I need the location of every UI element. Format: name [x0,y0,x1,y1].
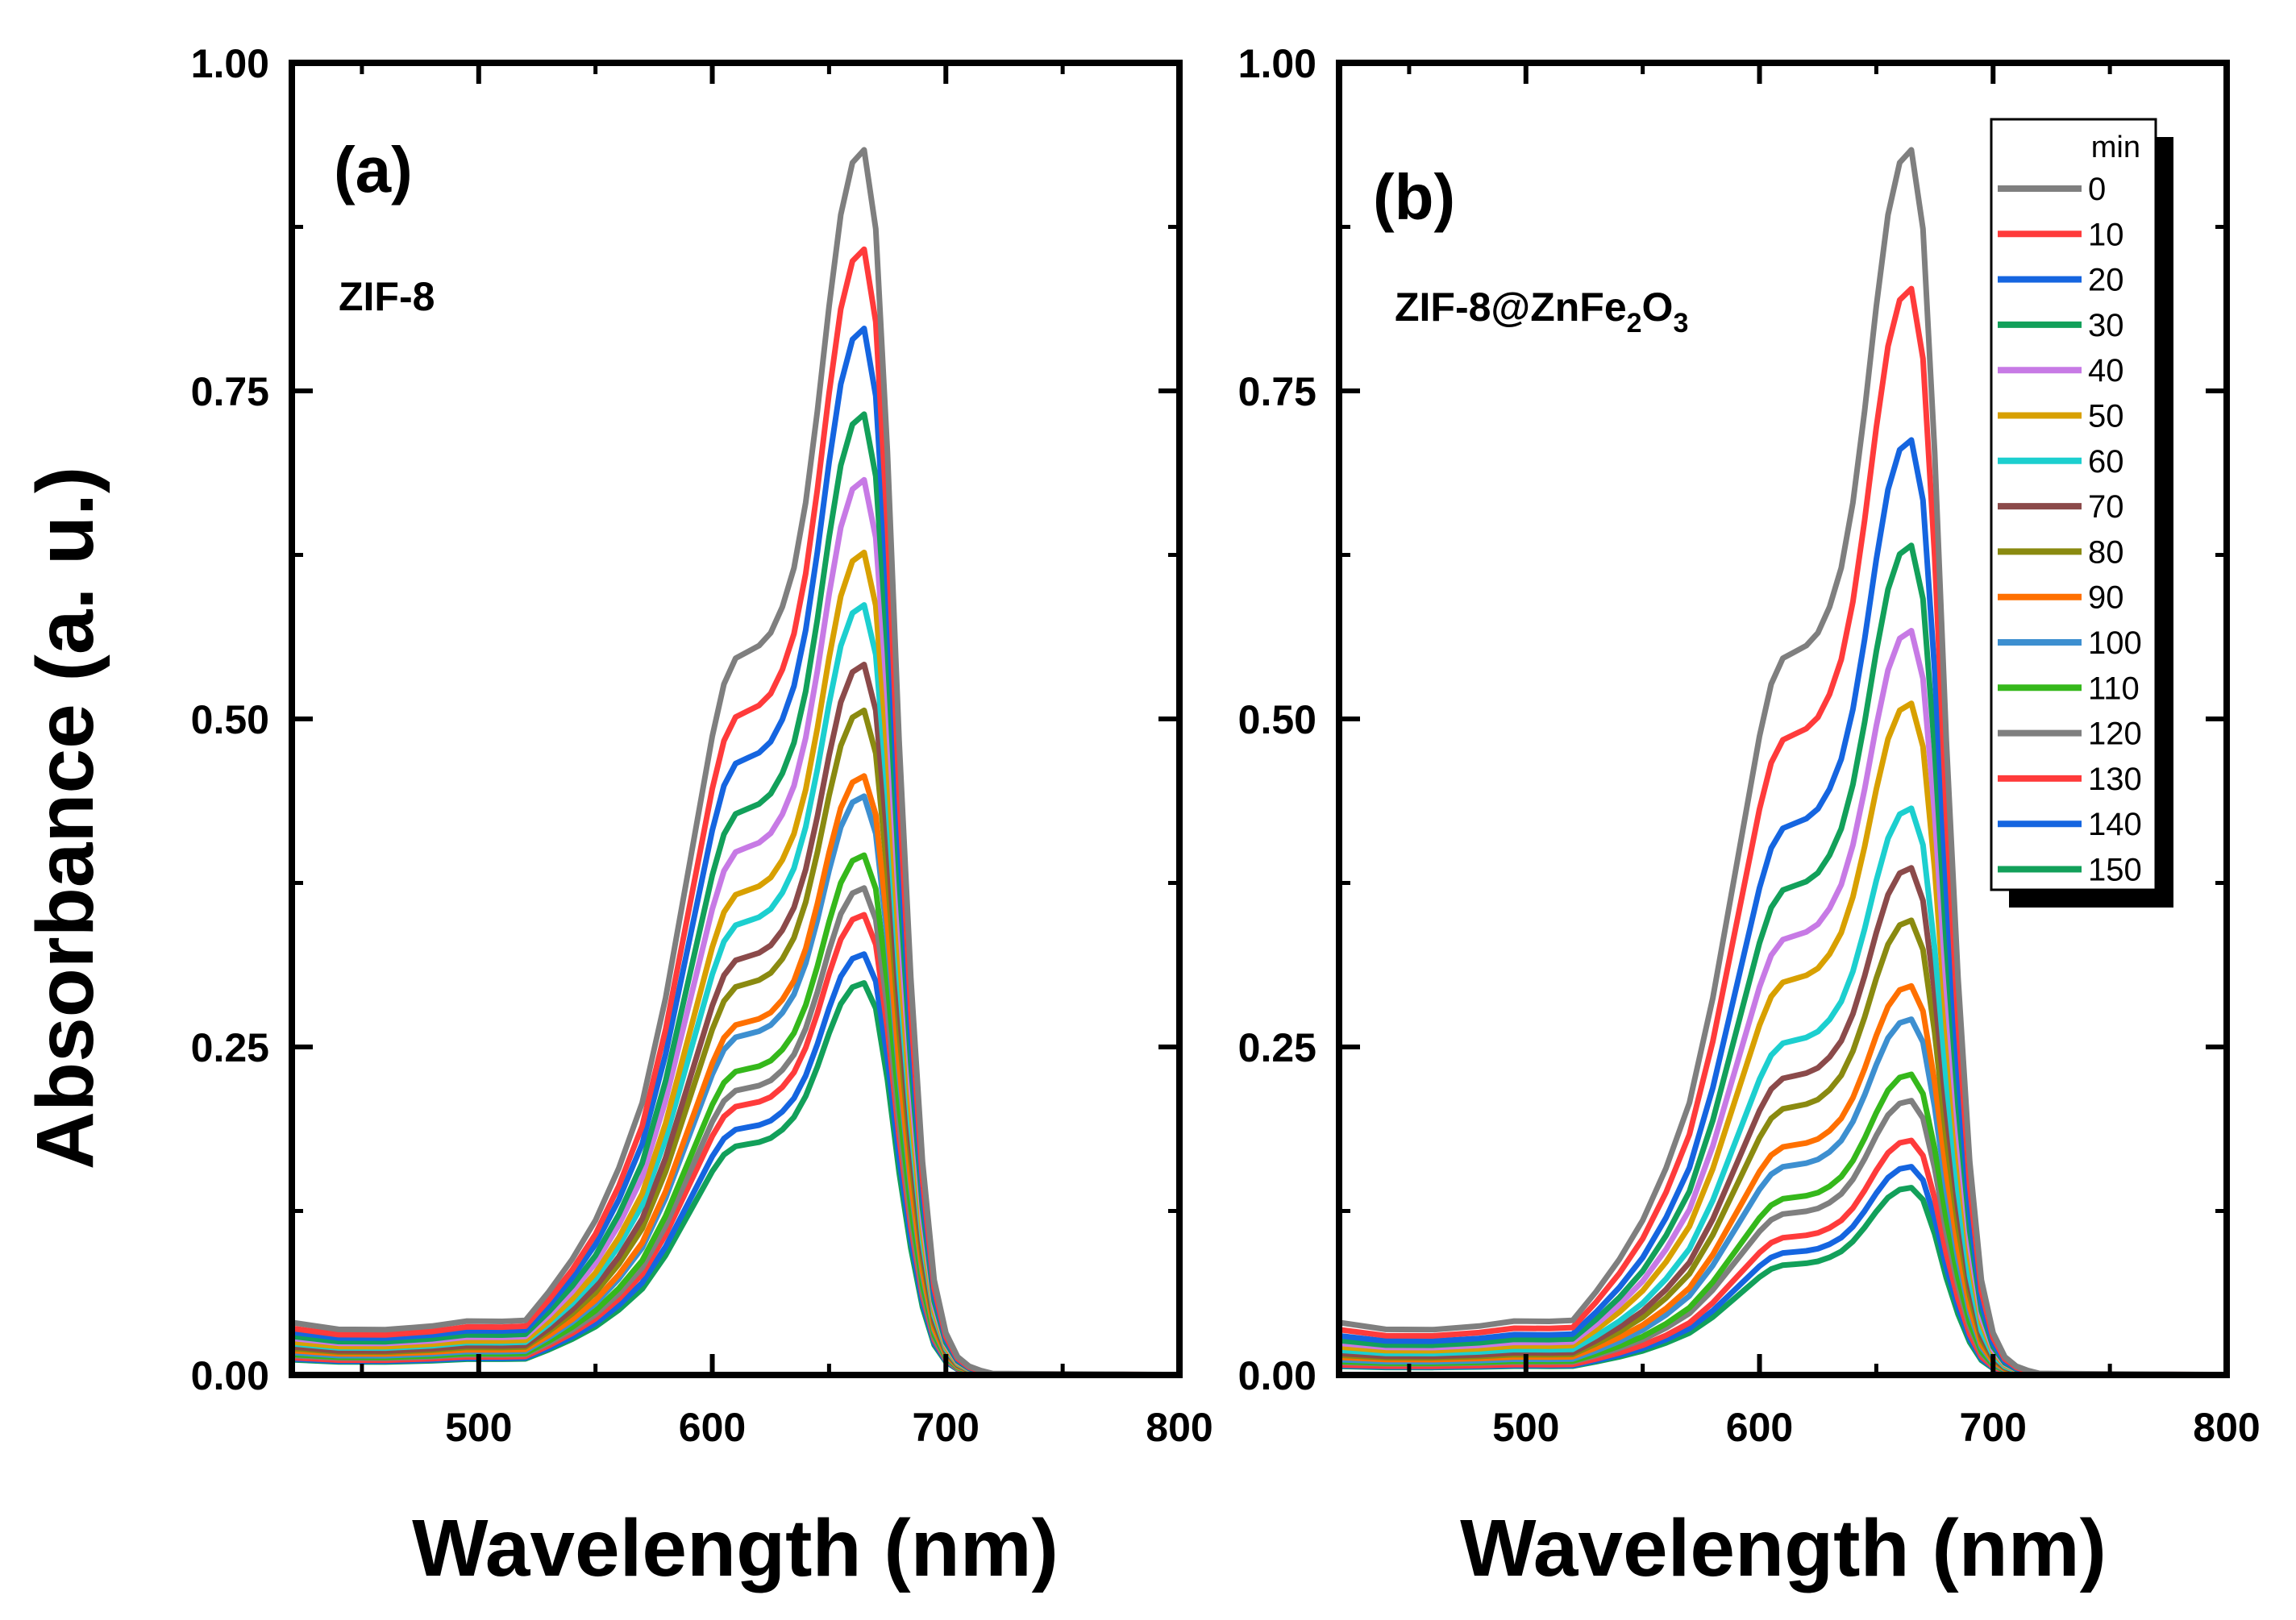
series-line-100-min [289,793,1183,1378]
legend-label-100: 100 [2088,625,2142,661]
panel-b-x-tick-labels: 500 600 700 800 [1492,1405,2261,1450]
y-tick-label: 0.50 [1238,697,1316,742]
panel-b-sample-sub2: 3 [1673,308,1688,339]
series-line-150-min [289,980,1183,1378]
panel-a-x-axis-title: Wavelength (nm) [412,1503,1059,1593]
panel-b-series-group [1336,147,2230,1378]
y-tick-label: 0.25 [191,1025,269,1070]
y-tick-label: 0.75 [191,369,269,414]
legend-label-10: 10 [2088,217,2124,252]
legend-label-30: 30 [2088,308,2124,343]
legend-label-80: 80 [2088,534,2124,570]
legend-label-50: 50 [2088,399,2124,434]
panel-b-sample-name: ZIF-8@ZnFe2O3 [1395,285,1688,339]
panel-a-y-tick-labels: 0.00 0.25 0.50 0.75 1.00 [191,41,269,1398]
x-tick-label: 600 [1726,1405,1793,1450]
series-line-110-min [1336,1071,2230,1378]
legend-label-150: 150 [2088,853,2142,888]
legend-items: 0 10 20 30 40 50 60 70 80 90 100 110 120 130 140 150 [1998,172,2142,888]
x-tick-label: 500 [445,1405,512,1450]
x-tick-label: 800 [2193,1405,2260,1450]
y-axis-title: Absorbance (a. u.) [20,467,110,1169]
panel-a-series-group [289,147,1183,1378]
y-tick-label: 0.75 [1238,369,1316,414]
legend-label-0: 0 [2088,172,2106,207]
legend-label-90: 90 [2088,580,2124,616]
y-tick-label: 0.00 [191,1353,269,1398]
x-tick-label: 700 [1960,1405,2027,1450]
legend-label-140: 140 [2088,807,2142,842]
legend-label-120: 120 [2088,717,2142,752]
y-tick-label: 0.25 [1238,1025,1316,1070]
y-tick-label: 0.00 [1238,1353,1316,1398]
panel-b-x-axis-title: Wavelength (nm) [1460,1503,2107,1593]
legend-label-40: 40 [2088,353,2124,388]
series-line-0-min [289,147,1183,1378]
y-tick-label: 1.00 [1238,41,1316,86]
x-tick-label: 600 [679,1405,746,1450]
panel-b-tag: (b) [1373,161,1455,233]
panel-b-sample-sub1: 2 [1627,308,1642,339]
series-line-140-min [289,951,1183,1378]
x-tick-label: 500 [1492,1405,1559,1450]
panel-b-y-tick-labels: 0.00 0.25 0.50 0.75 1.00 [1238,41,1316,1398]
legend-label-70: 70 [2088,489,2124,525]
x-tick-label: 800 [1146,1405,1212,1450]
panel-b-chart: (b) ZIF-8@ZnFe2O3 0.00 0.25 0.50 0.75 1.00 5… [1238,41,2261,1593]
panel-b-frame [1336,60,2230,1378]
panel-a-tag: (a) [334,134,413,206]
panel-a-chart: (a) ZIF-8 0.00 0.25 0.50 0.75 1.00 500 600 700… [191,41,1213,1593]
legend-label-110: 110 [2088,671,2140,706]
series-line-80-min [289,707,1183,1378]
panel-a-x-tick-labels: 500 600 700 800 [445,1405,1213,1450]
y-tick-label: 1.00 [191,41,269,86]
panel-a-frame [289,60,1183,1378]
y-tick-label: 0.50 [191,697,269,742]
panel-a-sample-name: ZIF-8 [339,274,435,319]
legend-label-130: 130 [2088,762,2142,797]
series-line-110-min [289,852,1183,1378]
legend: min 0 10 20 30 40 50 60 70 80 90 100 110 120 130 140 15… [1990,118,2173,908]
panel-b-sample-main: ZIF-8@ZnFe [1395,285,1627,330]
panel-b-sample-mid: O [1642,285,1674,330]
series-line-0-min [1336,147,2230,1378]
series-line-70-min [289,662,1183,1378]
x-tick-label: 700 [913,1405,980,1450]
legend-title: min [2091,131,2140,164]
legend-label-20: 20 [2088,263,2124,298]
legend-label-60: 60 [2088,444,2124,480]
